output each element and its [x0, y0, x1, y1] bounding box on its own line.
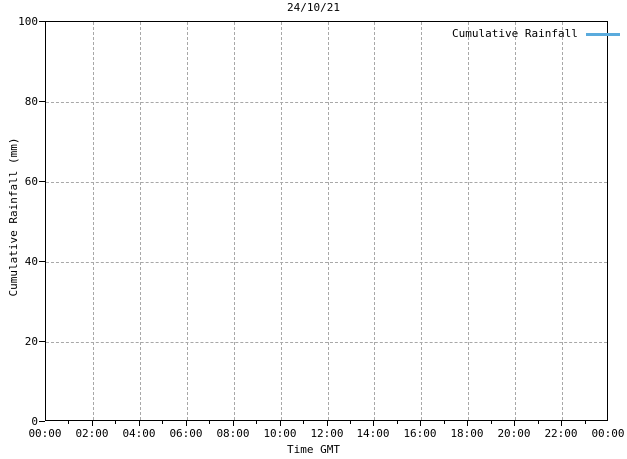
x-tick-mark-minor — [491, 421, 492, 424]
x-tick-label: 00:00 — [591, 427, 625, 440]
gridline-vertical — [468, 22, 469, 420]
x-tick-mark — [92, 421, 93, 426]
x-tick-mark-minor — [397, 421, 398, 424]
gridline-horizontal — [46, 342, 607, 343]
y-tick-label: 20 — [24, 335, 38, 348]
y-tick-mark — [39, 21, 45, 22]
x-tick-mark — [514, 421, 515, 426]
y-tick-mark — [39, 181, 45, 182]
gridline-vertical — [374, 22, 375, 420]
x-tick-label: 10:00 — [263, 427, 297, 440]
x-tick-mark — [420, 421, 421, 426]
gridline-vertical — [234, 22, 235, 420]
y-tick-label: 100 — [18, 15, 38, 28]
gridline-horizontal — [46, 102, 607, 103]
y-tick-label: 0 — [31, 415, 38, 428]
y-tick-mark — [39, 261, 45, 262]
x-tick-label: 06:00 — [169, 427, 203, 440]
x-tick-mark-minor — [115, 421, 116, 424]
x-tick-mark — [561, 421, 562, 426]
x-tick-mark — [327, 421, 328, 426]
x-tick-mark — [139, 421, 140, 426]
gridline-vertical — [187, 22, 188, 420]
x-tick-label: 02:00 — [75, 427, 109, 440]
x-tick-mark-minor — [68, 421, 69, 424]
x-tick-label: 22:00 — [544, 427, 578, 440]
x-tick-mark-minor — [585, 421, 586, 424]
y-tick-mark — [39, 341, 45, 342]
x-tick-mark-minor — [444, 421, 445, 424]
x-tick-mark-minor — [209, 421, 210, 424]
chart-title: 24/10/21 — [287, 1, 340, 14]
gridline-vertical — [562, 22, 563, 420]
gridline-horizontal — [46, 182, 607, 183]
x-tick-mark-minor — [256, 421, 257, 424]
x-tick-mark — [280, 421, 281, 426]
y-tick-mark — [39, 421, 45, 422]
x-tick-mark — [373, 421, 374, 426]
x-tick-mark — [186, 421, 187, 426]
x-tick-mark-minor — [162, 421, 163, 424]
gridline-vertical — [515, 22, 516, 420]
x-tick-label: 16:00 — [403, 427, 437, 440]
x-tick-label: 14:00 — [356, 427, 390, 440]
x-tick-mark — [467, 421, 468, 426]
x-tick-label: 20:00 — [497, 427, 531, 440]
chart-legend: Cumulative Rainfall — [452, 28, 620, 40]
x-tick-mark-minor — [303, 421, 304, 424]
plot-area — [45, 21, 608, 421]
x-tick-label: 08:00 — [216, 427, 250, 440]
x-tick-mark-minor — [538, 421, 539, 424]
x-tick-label: 00:00 — [28, 427, 62, 440]
y-tick-label: 60 — [24, 175, 38, 188]
y-tick-mark — [39, 101, 45, 102]
x-tick-mark-minor — [350, 421, 351, 424]
series-line-cumulative-rainfall — [46, 420, 607, 421]
gridline-vertical — [421, 22, 422, 420]
y-tick-label: 80 — [24, 95, 38, 108]
x-tick-label: 12:00 — [310, 427, 344, 440]
x-tick-label: 18:00 — [450, 427, 484, 440]
x-tick-mark — [233, 421, 234, 426]
y-axis-title: Cumulative Rainfall (mm) — [7, 137, 20, 297]
gridline-horizontal — [46, 262, 607, 263]
y-tick-label: 40 — [24, 255, 38, 268]
legend-label-cumulative-rainfall: Cumulative Rainfall — [452, 27, 578, 40]
gridline-vertical — [140, 22, 141, 420]
gridline-vertical — [281, 22, 282, 420]
gridline-vertical — [93, 22, 94, 420]
x-tick-label: 04:00 — [122, 427, 156, 440]
gridline-vertical — [328, 22, 329, 420]
legend-line-swatch — [585, 32, 620, 36]
x-axis-title: Time GMT — [287, 443, 340, 456]
